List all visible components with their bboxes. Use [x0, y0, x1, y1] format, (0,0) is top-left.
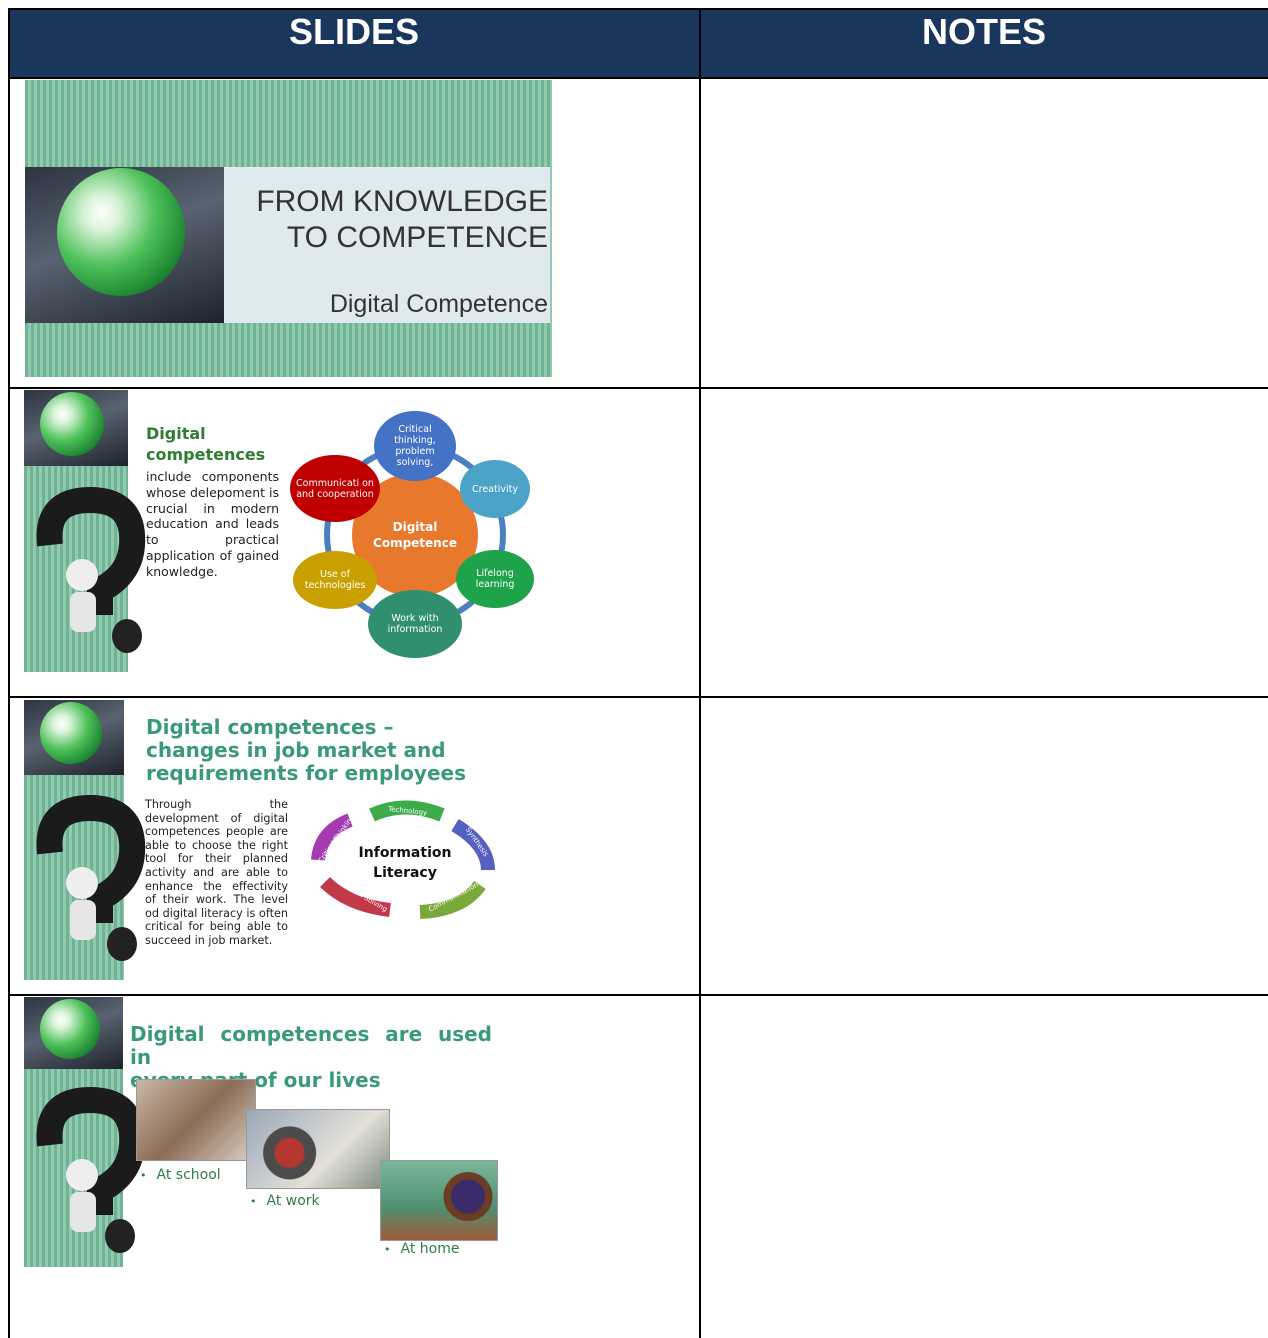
photo — [246, 1109, 390, 1189]
slide-title: Digital competences – changes in job mar… — [146, 716, 466, 785]
title-line: FROM KNOWLEDGE — [256, 185, 548, 218]
bullet: At school — [140, 1167, 221, 1183]
figure-head — [66, 867, 98, 899]
cycle-arrow — [451, 819, 495, 871]
title-line: Digital — [146, 424, 206, 443]
question-dot — [112, 619, 142, 653]
border — [8, 77, 1268, 79]
header-cell: SLIDES — [8, 8, 700, 78]
header-title: NOTES — [921, 11, 1046, 52]
center-line: Literacy — [373, 865, 437, 881]
border — [8, 696, 1268, 698]
question-dot — [105, 1219, 135, 1253]
cycle-arrow — [419, 880, 486, 919]
figure-head — [66, 559, 98, 591]
figure-body — [70, 1192, 96, 1232]
slide-body: Through the development of digital compe… — [145, 798, 288, 947]
border — [8, 8, 10, 1338]
question-figure — [36, 1086, 146, 1253]
slide-subtitle: Digital Competence — [329, 290, 548, 318]
question-mark — [36, 486, 146, 615]
slide-body: include components whose delepoment is c… — [146, 469, 279, 579]
figure-body — [70, 900, 96, 940]
center-line: Information — [358, 845, 452, 861]
photo — [380, 1160, 498, 1241]
globe — [57, 168, 185, 296]
diagram-node: Use of technologies — [293, 551, 377, 609]
header-cell: NOTES — [700, 8, 1268, 78]
title-line: Digital competences – — [146, 715, 394, 739]
globe — [40, 702, 102, 764]
title-line: changes in job market and — [146, 738, 446, 762]
question-dot — [107, 927, 137, 961]
cycle-arrow — [311, 813, 353, 861]
photo — [136, 1079, 256, 1161]
question-mark — [36, 1086, 146, 1215]
diagram-node: Lifelong learning — [456, 550, 534, 608]
border — [8, 994, 1268, 996]
cycle-arrows — [311, 800, 495, 919]
slide-title: FROM KNOWLEDGE TO COMPETENCE — [224, 184, 548, 256]
slide-panel — [224, 167, 550, 323]
globe — [40, 392, 104, 456]
title-line: competences — [146, 445, 266, 464]
border — [8, 8, 1268, 10]
question-figure — [36, 486, 146, 653]
diagram-node: Work with information — [368, 590, 462, 658]
diagram-node: Creativity — [460, 460, 530, 518]
diagram-node: Critical thinking, problem solving, — [374, 411, 456, 481]
question-figure — [36, 794, 146, 961]
question-mark — [36, 794, 146, 923]
title-line: TO COMPETENCE — [286, 221, 548, 254]
slide-title: Digital competences — [146, 423, 265, 465]
bullet: At work — [250, 1193, 320, 1209]
figure-body — [70, 592, 96, 632]
header-title: SLIDES — [288, 11, 420, 52]
title-line: requirements for employees — [146, 761, 466, 785]
figure-head — [66, 1159, 98, 1191]
bullet: At home — [384, 1241, 460, 1257]
border — [8, 387, 1268, 389]
cycle-arrow — [369, 800, 445, 822]
title-line: Digital competences are used in — [130, 1022, 492, 1069]
cycle-arrow — [320, 876, 391, 917]
globe — [40, 999, 100, 1059]
border — [699, 8, 701, 1338]
cycle-center: Information Literacy — [355, 843, 455, 883]
diagram-node: Communicati on and cooperation — [290, 455, 380, 522]
